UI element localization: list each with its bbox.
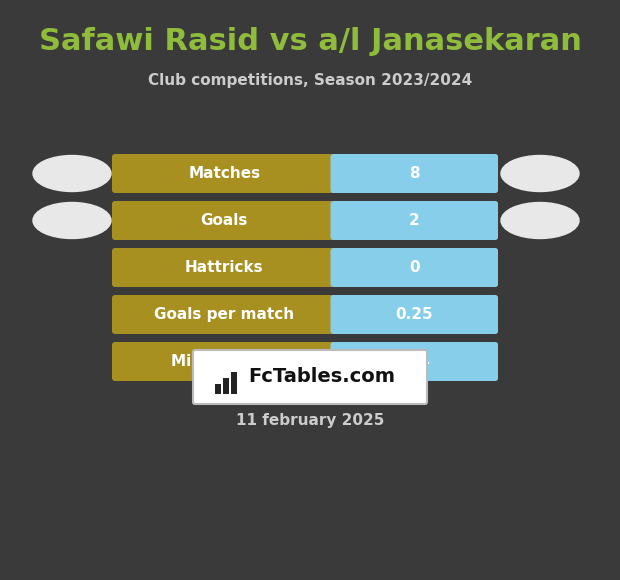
Text: Goals per match: Goals per match	[154, 307, 294, 322]
FancyBboxPatch shape	[330, 201, 498, 240]
FancyBboxPatch shape	[215, 384, 221, 394]
Text: FcTables.com: FcTables.com	[249, 368, 396, 386]
Ellipse shape	[33, 202, 111, 238]
FancyBboxPatch shape	[193, 350, 427, 404]
Text: Club competitions, Season 2023/2024: Club competitions, Season 2023/2024	[148, 72, 472, 88]
FancyBboxPatch shape	[223, 378, 229, 394]
Text: 484: 484	[398, 354, 430, 369]
Text: 2: 2	[409, 213, 420, 228]
Text: 0: 0	[409, 260, 420, 275]
FancyBboxPatch shape	[112, 295, 498, 334]
FancyBboxPatch shape	[330, 154, 498, 193]
FancyBboxPatch shape	[330, 342, 498, 381]
Text: 8: 8	[409, 166, 420, 181]
Text: Matches: Matches	[188, 166, 260, 181]
Text: Hattricks: Hattricks	[185, 260, 264, 275]
FancyBboxPatch shape	[112, 201, 498, 240]
Ellipse shape	[33, 155, 111, 191]
Text: Goals: Goals	[200, 213, 248, 228]
Text: 0.25: 0.25	[396, 307, 433, 322]
FancyBboxPatch shape	[112, 248, 498, 287]
FancyBboxPatch shape	[330, 248, 498, 287]
FancyBboxPatch shape	[231, 372, 237, 394]
FancyBboxPatch shape	[112, 154, 498, 193]
Text: 11 february 2025: 11 february 2025	[236, 412, 384, 427]
Ellipse shape	[501, 155, 579, 191]
FancyBboxPatch shape	[330, 295, 498, 334]
Text: Safawi Rasid vs a/l Janasekaran: Safawi Rasid vs a/l Janasekaran	[38, 27, 582, 56]
Ellipse shape	[501, 202, 579, 238]
FancyBboxPatch shape	[112, 342, 498, 381]
Text: Min per goal: Min per goal	[170, 354, 278, 369]
